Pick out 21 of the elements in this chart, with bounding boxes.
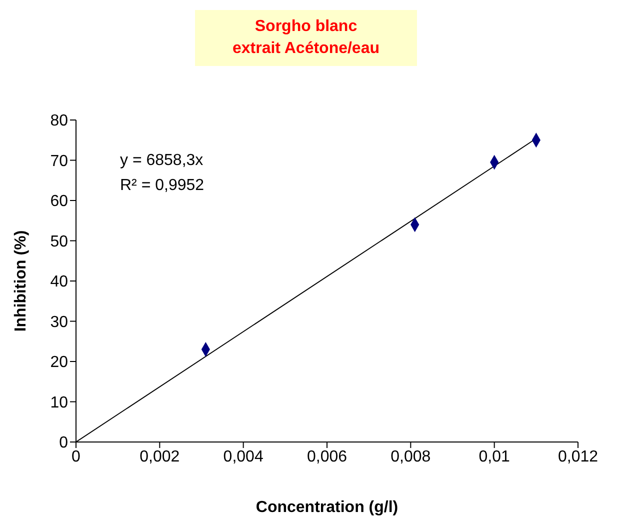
x-axis-title: Concentration (g/l) <box>256 499 398 516</box>
y-axis-title: Inhibition (%) <box>12 230 30 332</box>
chart-title: Sorgho blanc extrait Acétone/eau <box>231 17 380 59</box>
x-tick-label: 0,002 <box>140 448 180 466</box>
y-tick-label: 60 <box>50 193 68 210</box>
x-tick-label: 0,01 <box>478 448 510 466</box>
y-tick-label: 80 <box>50 112 68 130</box>
x-tick-label: 0,008 <box>390 448 431 466</box>
x-tick-label: 0 <box>72 448 81 466</box>
x-tick-label: 0,004 <box>223 448 264 466</box>
y-tick-label: 20 <box>50 354 68 372</box>
y-tick-label: 30 <box>50 314 68 331</box>
y-tick-label: 50 <box>50 233 68 250</box>
x-tick-label: 0,006 <box>306 448 348 466</box>
annotation: y = 6858,3x <box>120 152 204 170</box>
y-tick-label: 40 <box>50 274 68 291</box>
y-tick-label: 10 <box>50 394 68 412</box>
y-tick-label: 0 <box>59 434 68 452</box>
x-tick-label: 0,012 <box>558 448 598 466</box>
annotation: R² = 0,9952 <box>120 177 204 195</box>
y-tick-label: 70 <box>50 152 68 170</box>
